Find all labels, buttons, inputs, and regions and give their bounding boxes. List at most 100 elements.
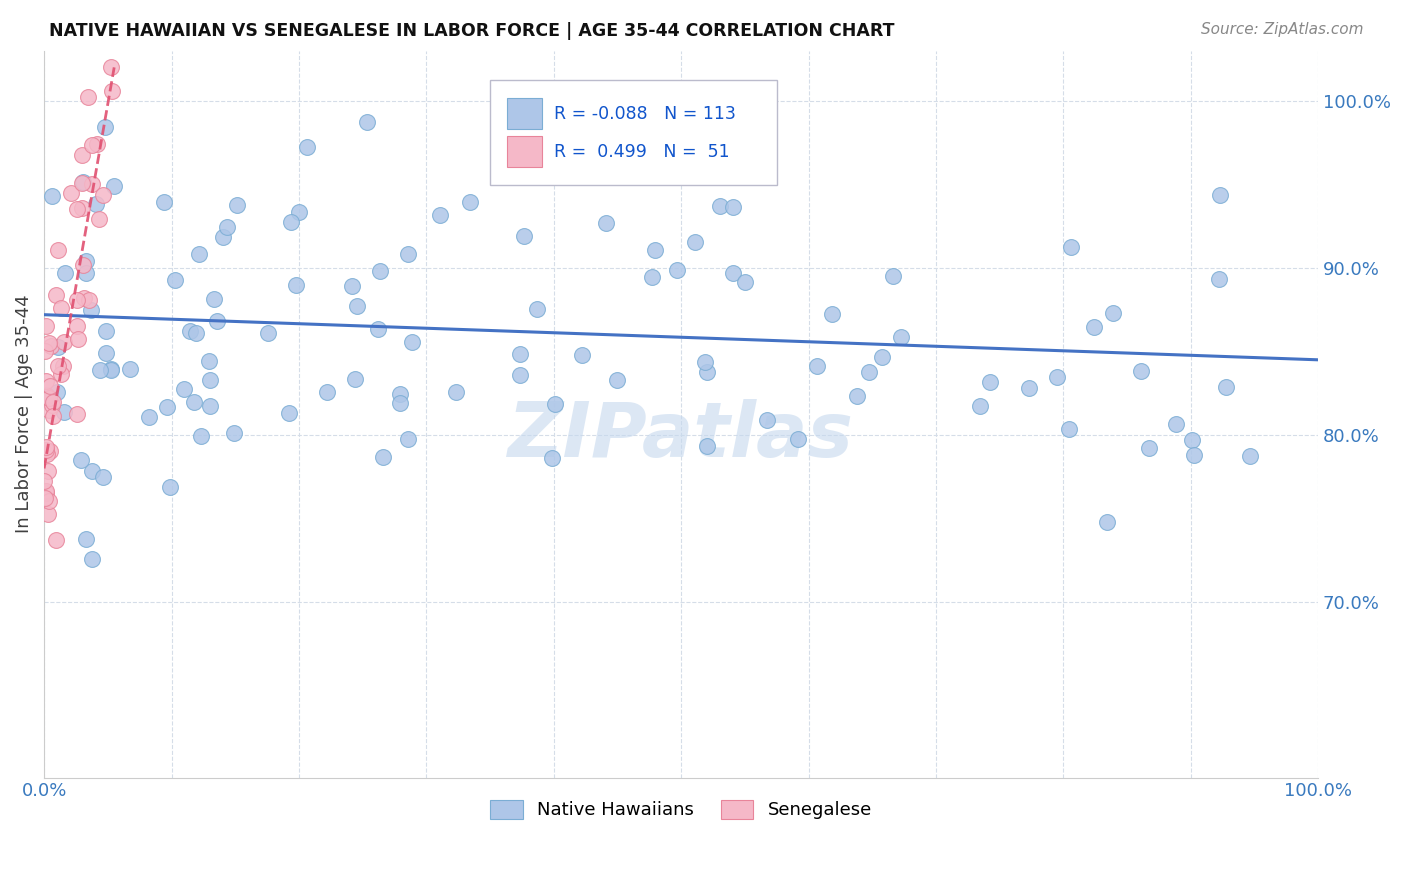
Point: [138, 410, 160, 425]
Point: [100, 363, 122, 377]
Point: [53, 405, 76, 419]
Point: [1018, 381, 1040, 395]
Point: [41, 399, 63, 413]
Point: [641, 270, 664, 285]
Point: [356, 114, 378, 128]
Point: [53, 266, 76, 280]
Point: [41, 189, 63, 203]
Point: [32, 474, 55, 488]
Point: [118, 362, 141, 376]
Point: [100, 362, 122, 376]
Point: [35, 442, 58, 457]
Point: [38, 494, 60, 508]
Point: [34, 344, 56, 359]
Point: [156, 401, 179, 415]
Point: [86, 136, 108, 151]
Point: [179, 324, 201, 338]
Point: [444, 384, 467, 399]
Point: [787, 432, 810, 446]
Point: [38, 402, 60, 417]
Point: [101, 84, 124, 98]
Point: [1060, 240, 1083, 254]
Point: [721, 200, 744, 214]
Point: [1083, 320, 1105, 334]
Point: [84, 196, 107, 211]
Point: [183, 395, 205, 409]
Point: [666, 263, 689, 277]
Legend: Native Hawaiians, Senegalese: Native Hawaiians, Senegalese: [482, 793, 879, 827]
Point: [696, 366, 718, 380]
Point: [429, 208, 451, 222]
Point: [806, 359, 828, 373]
Point: [163, 273, 186, 287]
Point: [42, 409, 65, 423]
Point: [882, 269, 904, 284]
Point: [77, 293, 100, 307]
Point: [342, 279, 364, 293]
Point: [1137, 441, 1160, 455]
Point: [89, 362, 111, 376]
Point: [217, 220, 239, 235]
Point: [46, 359, 69, 373]
Point: [59, 186, 82, 200]
Point: [1239, 449, 1261, 463]
Point: [38, 391, 60, 405]
Point: [890, 329, 912, 343]
Point: [100, 61, 122, 75]
Point: [35, 389, 58, 403]
Point: [595, 216, 617, 230]
Point: [153, 195, 176, 210]
Point: [75, 266, 97, 280]
Bar: [506, 136, 543, 167]
Point: [173, 382, 195, 396]
Text: ZIPatlas: ZIPatlas: [508, 399, 853, 473]
Point: [226, 198, 249, 212]
Point: [198, 399, 221, 413]
Text: R =  0.499   N =  51: R = 0.499 N = 51: [554, 143, 730, 161]
Point: [277, 406, 299, 420]
Point: [42, 394, 65, 409]
Point: [184, 326, 207, 340]
Point: [388, 396, 411, 410]
Point: [969, 399, 991, 413]
Point: [197, 354, 219, 368]
Point: [77, 90, 100, 104]
Point: [644, 243, 666, 257]
Point: [66, 293, 89, 308]
Point: [159, 480, 181, 494]
Point: [295, 140, 318, 154]
Point: [315, 385, 337, 400]
Point: [285, 277, 308, 292]
Point: [72, 258, 94, 272]
Point: [979, 375, 1001, 389]
Point: [52, 359, 75, 373]
Point: [188, 247, 211, 261]
Point: [368, 263, 391, 277]
Point: [94, 324, 117, 338]
Point: [190, 429, 212, 443]
Point: [103, 178, 125, 193]
FancyBboxPatch shape: [491, 79, 776, 186]
Point: [1182, 448, 1205, 462]
Point: [66, 319, 89, 334]
Point: [89, 211, 111, 226]
Point: [1164, 417, 1187, 432]
Point: [38, 336, 60, 351]
Point: [821, 307, 844, 321]
Point: [35, 388, 58, 402]
Point: [34, 491, 56, 505]
Point: [1180, 433, 1202, 447]
Point: [872, 350, 894, 364]
Point: [346, 299, 368, 313]
Point: [94, 346, 117, 360]
Point: [1045, 370, 1067, 384]
Point: [367, 322, 389, 336]
Point: [37, 464, 59, 478]
Bar: [506, 98, 543, 129]
Y-axis label: In Labor Force | Age 35-44: In Labor Force | Age 35-44: [15, 295, 32, 533]
Point: [80, 464, 103, 478]
Point: [82, 552, 104, 566]
Point: [695, 355, 717, 369]
Point: [66, 332, 89, 346]
Point: [509, 368, 531, 382]
